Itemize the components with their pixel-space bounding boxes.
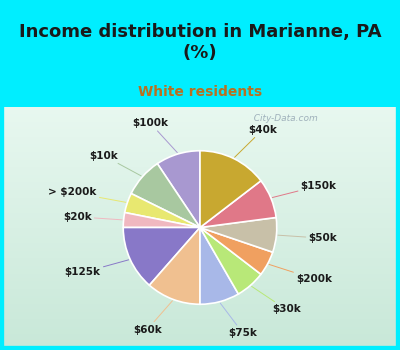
Wedge shape [131,164,200,228]
Text: $40k: $40k [235,125,277,157]
Text: > $200k: > $200k [48,188,126,202]
Wedge shape [200,151,261,228]
Wedge shape [123,228,200,285]
Wedge shape [200,228,238,304]
Text: $20k: $20k [63,212,122,222]
Text: Income distribution in Marianne, PA
(%): Income distribution in Marianne, PA (%) [19,23,381,62]
Text: $200k: $200k [269,264,332,284]
Wedge shape [157,151,200,228]
Text: White residents: White residents [138,85,262,99]
Wedge shape [200,181,276,228]
Text: $150k: $150k [272,181,337,197]
Text: $30k: $30k [252,286,301,314]
Text: $100k: $100k [132,118,177,153]
Text: $125k: $125k [65,260,129,278]
Wedge shape [200,228,261,294]
Text: $10k: $10k [89,150,141,176]
Wedge shape [200,228,273,274]
Text: City-Data.com: City-Data.com [248,114,317,123]
Wedge shape [200,217,277,252]
Wedge shape [149,228,200,304]
Text: $50k: $50k [278,233,337,243]
Text: $60k: $60k [133,301,172,335]
Text: $75k: $75k [220,303,257,338]
Wedge shape [125,194,200,228]
Wedge shape [123,212,200,228]
